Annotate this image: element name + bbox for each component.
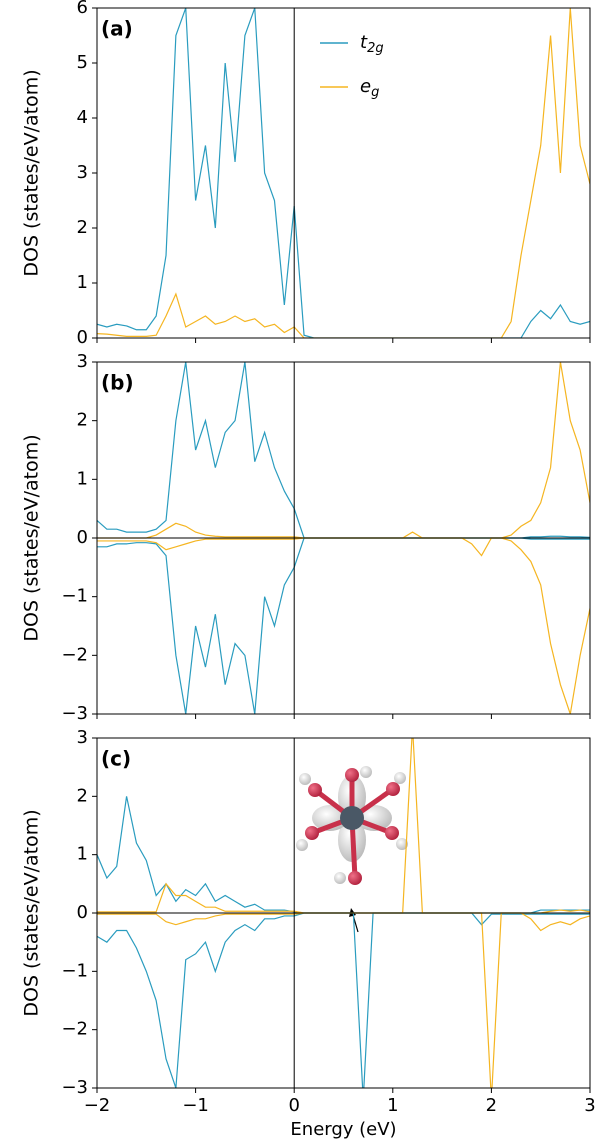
x-tick-label: 3: [584, 1095, 595, 1116]
dos-line: [97, 362, 590, 539]
y-tick-label: 6: [77, 0, 88, 18]
dos-line: [97, 537, 590, 714]
y-tick-label: 2: [77, 410, 88, 431]
y-tick-label: −2: [61, 1019, 88, 1040]
dos-line: [97, 537, 590, 714]
y-tick-label: 3: [77, 351, 88, 372]
x-tick-label: −1: [182, 1095, 209, 1116]
y-tick-label: 0: [77, 327, 88, 348]
dos-line: [97, 8, 590, 338]
x-tick-label: −2: [84, 1095, 111, 1116]
y-tick-label: 2: [77, 217, 88, 238]
legend-label: t2g: [360, 32, 384, 56]
y-tick-label: −2: [61, 644, 88, 665]
y-tick-label: −3: [61, 703, 88, 724]
panel-label: (a): [101, 17, 133, 41]
legend-label: eg: [360, 76, 379, 100]
molecule-inset: [296, 766, 408, 885]
y-tick-label: 3: [77, 162, 88, 183]
panel-label: (c): [101, 747, 131, 771]
x-axis-label: Energy (eV): [290, 1119, 396, 1139]
y-tick-label: −1: [61, 960, 88, 981]
dos-line: [97, 912, 590, 1088]
y-tick-label: 4: [77, 107, 88, 128]
plot-lines: [97, 8, 590, 338]
panel-label: (b): [101, 371, 134, 395]
y-axis-label: DOS (states/eV/atom): [21, 69, 43, 276]
y-tick-label: 1: [77, 468, 88, 489]
y-tick-label: 0: [77, 527, 88, 548]
y-tick-label: 1: [77, 844, 88, 865]
y-axis-label: DOS (states/eV/atom): [21, 434, 43, 641]
dos-line: [97, 8, 590, 338]
dos-line: [97, 362, 590, 539]
x-tick-label: 1: [387, 1095, 398, 1116]
y-tick-label: 5: [77, 52, 88, 73]
y-tick-label: 0: [77, 902, 88, 923]
y-tick-label: 1: [77, 272, 88, 293]
y-tick-label: 2: [77, 785, 88, 806]
y-tick-label: 3: [77, 727, 88, 748]
x-tick-label: 2: [486, 1095, 497, 1116]
y-tick-label: −3: [61, 1077, 88, 1098]
y-axis-label: DOS (states/eV/atom): [21, 809, 43, 1016]
y-tick-label: −1: [61, 586, 88, 607]
x-tick-label: 0: [288, 1095, 299, 1116]
